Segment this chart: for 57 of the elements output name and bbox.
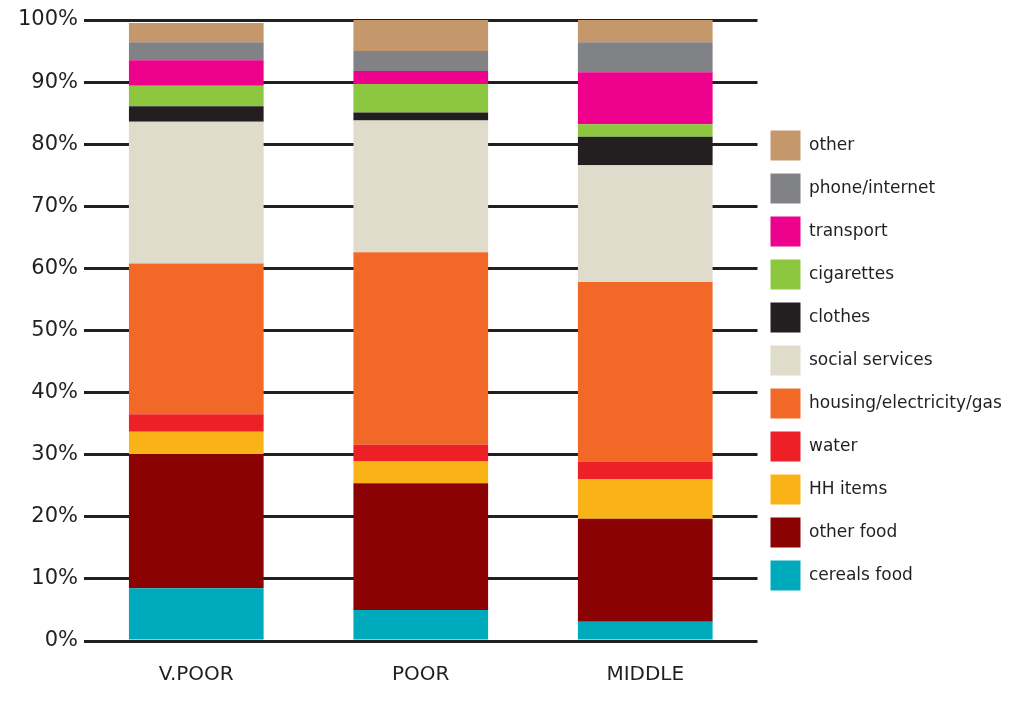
legend-label: cigarettes [809,262,895,283]
bar [577,124,713,137]
legend-label: housing/electricity/gas [809,391,1002,412]
bar [128,60,264,86]
y-tick-label: 30% [31,441,79,466]
bar [353,609,489,640]
x-tick-label: MIDDLE [606,661,685,686]
y-tick-label: 10% [31,565,79,590]
legend-label: HH items [809,477,888,498]
y-tick-label: 50% [31,316,79,341]
bar [353,483,489,610]
bar [577,42,713,73]
y-tick-label: 20% [31,503,79,528]
bar [353,70,489,84]
bar [577,282,713,462]
bar [128,121,264,264]
bar [128,106,264,122]
bar [353,20,489,52]
bar [353,51,489,71]
bar [353,112,489,121]
bar [577,72,713,125]
bar [353,444,489,462]
y-tick-label: 40% [31,379,79,404]
y-tick-label: 80% [31,130,79,155]
y-tick-label: 60% [31,254,79,279]
x-tick-label: V.POOR [158,661,234,686]
bar [577,518,713,622]
legend-label: other food [809,520,898,541]
bar [353,461,489,484]
bar [577,621,713,640]
bar [353,120,489,253]
bar [128,414,264,432]
bar [128,431,264,455]
bar [128,42,264,61]
legend-label: phone/internet [809,176,936,197]
bar [577,461,713,479]
bar [128,588,264,640]
legend-label: other [809,133,855,154]
bar [128,23,264,43]
bar [353,83,489,113]
bar [353,252,489,445]
x-tick-label: POOR [392,661,450,686]
legend-label: social services [809,348,933,369]
y-tick-label: 70% [31,192,79,217]
legend-label: water [809,434,858,455]
bar [128,454,264,589]
legend-label: cereals food [809,563,913,584]
y-tick-label: 90% [31,68,79,93]
y-tick-label: 0% [44,627,79,652]
bar [128,85,264,107]
legend-label: transport [809,219,888,240]
legend-label: clothes [809,305,871,326]
bar [577,165,713,283]
bar [128,263,264,415]
bar [577,478,713,519]
bar [577,20,713,43]
y-tick-label: 100% [17,6,79,31]
